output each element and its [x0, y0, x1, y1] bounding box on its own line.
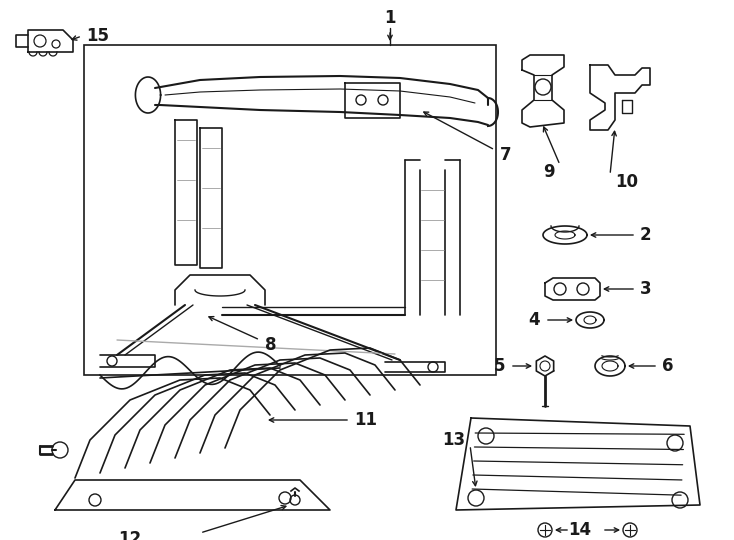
Text: 6: 6	[662, 357, 674, 375]
Text: 13: 13	[442, 431, 465, 449]
Text: 7: 7	[500, 146, 512, 164]
Text: 3: 3	[640, 280, 652, 298]
Text: 10: 10	[615, 173, 638, 191]
Text: 9: 9	[543, 163, 555, 181]
Text: 14: 14	[568, 521, 592, 539]
Text: 2: 2	[640, 226, 652, 244]
Text: 11: 11	[354, 411, 377, 429]
Text: 12: 12	[118, 530, 142, 540]
Bar	[84, 45, 496, 375]
Text: 1: 1	[385, 9, 396, 27]
Text: 8: 8	[265, 336, 277, 354]
Text: 5: 5	[493, 357, 505, 375]
Text: 15: 15	[86, 27, 109, 45]
Text: 4: 4	[528, 311, 540, 329]
